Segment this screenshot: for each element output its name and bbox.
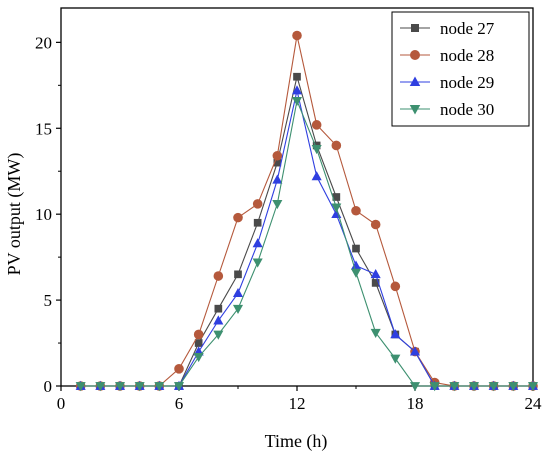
x-axis: 0 6 12 18 24 bbox=[57, 386, 542, 413]
y-axis-label: PV output (MW) bbox=[4, 153, 25, 276]
legend-label: node 29 bbox=[440, 73, 494, 92]
x-tick-label: 12 bbox=[289, 394, 306, 413]
x-tick-label: 24 bbox=[525, 394, 543, 413]
data-point bbox=[272, 200, 283, 210]
data-point bbox=[193, 329, 204, 340]
x-axis-label: Time (h) bbox=[265, 431, 328, 452]
data-point bbox=[114, 382, 126, 392]
data-point bbox=[154, 382, 165, 392]
series-layer bbox=[75, 30, 539, 392]
data-point bbox=[311, 145, 322, 155]
x-tick-label: 6 bbox=[175, 394, 184, 413]
data-point bbox=[350, 260, 362, 270]
series-node-29 bbox=[75, 85, 539, 390]
data-point bbox=[213, 271, 224, 281]
legend-marker bbox=[409, 105, 421, 115]
data-point bbox=[350, 268, 362, 278]
data-point bbox=[213, 330, 224, 340]
data-point bbox=[291, 96, 303, 107]
legend: node 27 node 28 node 29 node 30 bbox=[391, 11, 530, 127]
data-point bbox=[173, 382, 185, 392]
data-point bbox=[409, 346, 421, 356]
data-point bbox=[527, 382, 539, 392]
series-line bbox=[80, 90, 533, 387]
y-tick-label: 20 bbox=[35, 33, 52, 52]
series-line bbox=[80, 98, 533, 387]
data-point bbox=[332, 193, 341, 201]
data-point bbox=[252, 199, 263, 209]
data-point bbox=[390, 329, 401, 339]
legend-label: node 27 bbox=[440, 19, 495, 38]
data-point bbox=[232, 287, 244, 298]
data-point bbox=[449, 382, 460, 392]
y-tick-label: 5 bbox=[44, 291, 53, 310]
legend-marker bbox=[411, 24, 419, 32]
x-tick-label: 18 bbox=[407, 394, 424, 413]
data-point bbox=[252, 258, 263, 268]
legend-label: node 30 bbox=[440, 100, 494, 119]
legend-label: node 28 bbox=[440, 46, 494, 65]
data-point bbox=[234, 270, 242, 279]
data-point bbox=[134, 382, 145, 392]
y-tick-label: 10 bbox=[35, 205, 52, 224]
data-point bbox=[370, 328, 381, 339]
data-point bbox=[272, 150, 283, 161]
data-point bbox=[214, 304, 223, 313]
data-point bbox=[370, 269, 381, 279]
data-point bbox=[233, 212, 243, 223]
data-point bbox=[174, 364, 184, 374]
legend-marker bbox=[410, 50, 420, 60]
data-point bbox=[331, 140, 342, 151]
y-tick-label: 15 bbox=[35, 119, 52, 138]
data-point bbox=[272, 174, 283, 184]
data-point bbox=[293, 72, 301, 81]
data-point bbox=[213, 315, 224, 325]
data-point bbox=[409, 382, 421, 392]
data-point bbox=[273, 158, 282, 167]
data-point bbox=[370, 219, 381, 230]
data-point bbox=[95, 382, 106, 392]
x-tick-label: 0 bbox=[57, 394, 66, 413]
data-point bbox=[371, 279, 380, 287]
data-point bbox=[311, 171, 322, 181]
data-point bbox=[331, 203, 342, 213]
data-point bbox=[292, 30, 302, 41]
data-point bbox=[429, 382, 440, 392]
data-point bbox=[351, 205, 361, 216]
data-point bbox=[390, 281, 401, 292]
data-point bbox=[311, 120, 322, 130]
y-axis: 0 5 10 15 20 bbox=[35, 33, 61, 396]
data-point bbox=[253, 218, 262, 227]
data-point bbox=[194, 339, 203, 347]
data-point bbox=[75, 382, 86, 392]
data-point bbox=[352, 244, 360, 253]
data-point bbox=[390, 354, 401, 364]
legend-marker bbox=[409, 76, 421, 86]
data-point bbox=[252, 238, 263, 248]
y-tick-label: 0 bbox=[44, 377, 53, 396]
data-point bbox=[468, 382, 480, 392]
data-point bbox=[291, 85, 303, 95]
series-node-30 bbox=[75, 96, 539, 392]
data-point bbox=[488, 382, 499, 392]
data-point bbox=[232, 304, 244, 314]
data-point bbox=[193, 352, 204, 363]
data-point bbox=[508, 382, 519, 392]
